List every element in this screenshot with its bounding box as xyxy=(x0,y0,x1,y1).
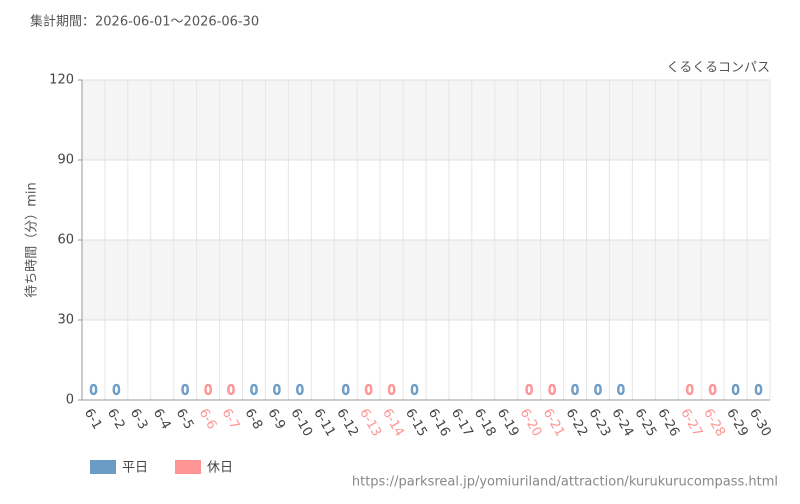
y-tick-label: 60 xyxy=(57,233,74,248)
data-label: 0 xyxy=(342,384,350,399)
data-label: 0 xyxy=(617,384,625,399)
data-label: 0 xyxy=(250,384,258,399)
legend-label: 平日 xyxy=(122,461,148,476)
data-label: 0 xyxy=(89,384,97,399)
x-tick-label: 6-13 xyxy=(356,406,384,439)
x-tick-label: 6-9 xyxy=(264,406,288,432)
x-tick-label: 6-1 xyxy=(81,406,105,432)
data-label: 0 xyxy=(227,384,235,399)
x-tick-label: 6-8 xyxy=(242,406,266,432)
data-label: 0 xyxy=(296,384,304,399)
y-tick-label: 0 xyxy=(66,393,74,408)
x-tick-label: 6-23 xyxy=(586,406,614,439)
y-tick-label: 30 xyxy=(57,313,74,328)
data-label: 0 xyxy=(731,384,739,399)
x-tick-label: 6-3 xyxy=(127,406,151,432)
data-label: 0 xyxy=(387,384,395,399)
source-url: https://parksreal.jp/yomiuriland/attract… xyxy=(352,475,778,490)
x-tick-label: 6-28 xyxy=(700,406,728,439)
x-tick-label: 6-12 xyxy=(333,406,361,439)
legend-swatch xyxy=(175,460,201,474)
data-label: 0 xyxy=(410,384,418,399)
x-tick-label: 6-24 xyxy=(608,406,636,439)
x-tick-label: 6-29 xyxy=(723,406,751,439)
data-label: 0 xyxy=(571,384,579,399)
x-tick-label: 6-16 xyxy=(425,406,453,439)
data-label: 0 xyxy=(112,384,120,399)
data-label: 0 xyxy=(365,384,373,399)
y-tick-label: 120 xyxy=(49,73,74,88)
data-label: 0 xyxy=(709,384,717,399)
x-tick-label: 6-20 xyxy=(517,406,545,439)
x-tick-label: 6-19 xyxy=(494,406,522,439)
data-label: 0 xyxy=(273,384,281,399)
data-label: 0 xyxy=(204,384,212,399)
x-tick-label: 6-11 xyxy=(310,406,338,439)
x-tick-label: 6-5 xyxy=(173,406,197,432)
data-label: 0 xyxy=(594,384,602,399)
x-tick-label: 6-25 xyxy=(631,406,659,439)
x-tick-label: 6-27 xyxy=(677,406,705,439)
x-tick-label: 6-15 xyxy=(402,406,430,439)
y-tick-label: 90 xyxy=(57,153,74,168)
period: 集計期間：2026-06-01～2026-06-30 xyxy=(30,14,259,30)
data-label: 0 xyxy=(754,384,762,399)
x-tick-label: 6-10 xyxy=(287,406,315,439)
chart-title: くるくるコンパス xyxy=(667,61,770,76)
x-tick-label: 6-17 xyxy=(448,406,476,439)
legend-label: 休日 xyxy=(207,461,233,476)
x-tick-label: 6-26 xyxy=(654,406,682,439)
x-tick-label: 6-21 xyxy=(540,406,568,439)
x-tick-label: 6-4 xyxy=(150,406,174,432)
data-label: 0 xyxy=(686,384,694,399)
x-tick-label: 6-22 xyxy=(563,406,591,439)
x-tick-label: 6-7 xyxy=(219,406,243,432)
legend-swatch xyxy=(90,460,116,474)
x-tick-label: 6-18 xyxy=(471,406,499,439)
data-label: 0 xyxy=(548,384,556,399)
x-tick-label: 6-30 xyxy=(746,406,774,439)
x-tick-label: 6-6 xyxy=(196,406,220,432)
data-label: 0 xyxy=(525,384,533,399)
x-tick-label: 6-14 xyxy=(379,406,407,439)
y-axis-label: 待ち時間（分）min xyxy=(25,182,40,298)
x-tick-label: 6-2 xyxy=(104,406,128,432)
data-label: 0 xyxy=(181,384,189,399)
